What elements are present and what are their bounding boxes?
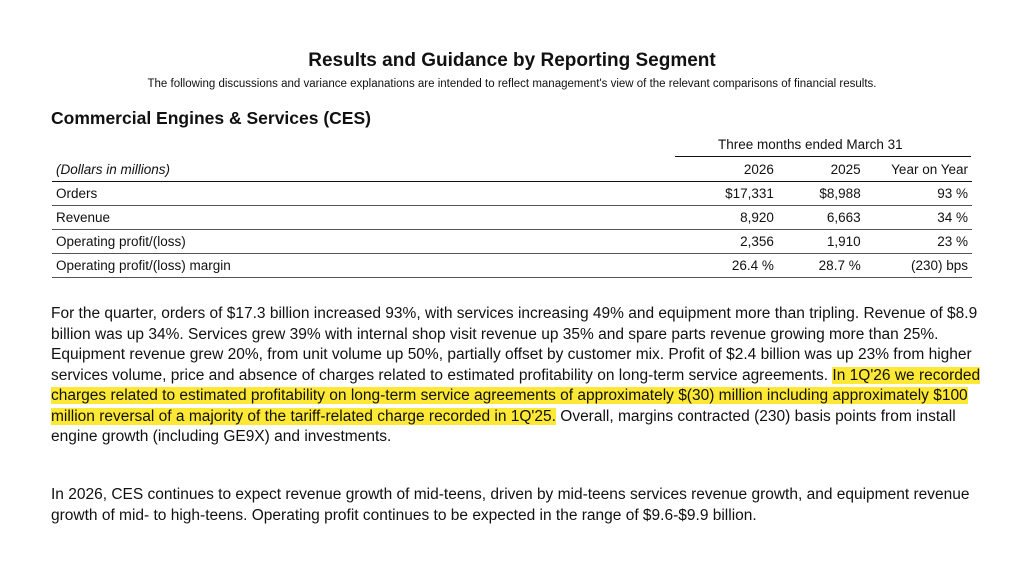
cell-2026: 2,356 [663,229,778,254]
cell-2026: 8,920 [663,205,778,230]
row-label: Orders [52,181,664,206]
table-row: Operating profit/(loss) margin 26.4 % 28… [52,253,972,278]
guidance-paragraph: In 2026, CES continues to expect revenue… [51,486,970,524]
cell-2025: $8,988 [777,181,865,206]
commentary-text: For the quarter, orders of $17.3 billion… [51,305,978,384]
cell-2026: $17,331 [663,181,778,206]
row-label: Operating profit/(loss) [52,229,664,254]
financial-table: (Dollars in millions) 2026 2025 Year on … [52,158,972,278]
table-header-row: (Dollars in millions) 2026 2025 Year on … [52,158,972,182]
cell-yoy: 34 % [864,205,972,230]
page-title: Results and Guidance by Reporting Segmen… [308,50,716,71]
cell-2025: 28.7 % [777,253,865,278]
table-row: Orders $17,331 $8,988 93 % [52,181,972,206]
cell-yoy: 93 % [864,181,972,206]
commentary-text: Overall, margins contracted (230) basis … [51,407,956,446]
page-subtitle: The following discussions and variance e… [147,78,877,90]
table-row: Revenue 8,920 6,663 34 % [52,205,972,230]
cell-2025: 1,910 [777,229,865,254]
row-label: Operating profit/(loss) margin [52,253,664,278]
column-header-2026: 2026 [663,158,778,182]
cell-yoy: 23 % [864,229,972,254]
period-header: Three months ended March 31 [675,136,971,157]
units-label: (Dollars in millions) [52,158,664,182]
segment-title: Commercial Engines & Services (CES) [51,108,371,128]
table-row: Operating profit/(loss) 2,356 1,910 23 % [52,229,972,254]
column-header-yoy: Year on Year [864,158,972,182]
cell-2026: 26.4 % [663,253,778,278]
cell-2025: 6,663 [777,205,865,230]
column-header-2025: 2025 [777,158,865,182]
quarter-commentary-paragraph: For the quarter, orders of $17.3 billion… [51,304,981,448]
cell-yoy: (230) bps [864,253,972,278]
row-label: Revenue [52,205,664,230]
